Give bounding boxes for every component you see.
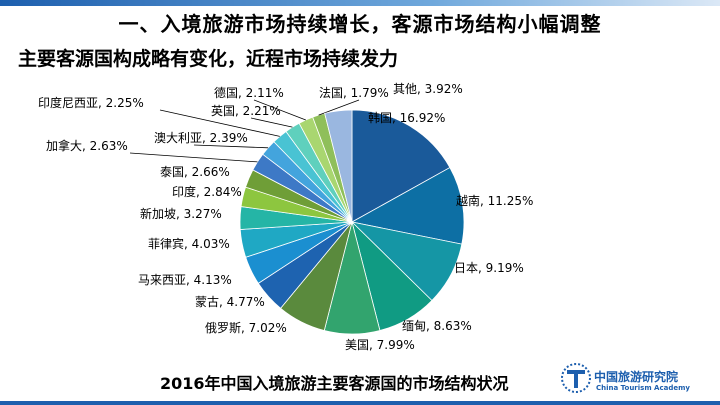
- slice-label-13: 加拿大, 2.63%: [46, 138, 128, 153]
- slice-label-8: 马来西亚, 4.13%: [138, 273, 232, 287]
- bottom-accent-bar: [0, 401, 720, 405]
- leader-line-13: [129, 152, 258, 163]
- leader-line-18: [318, 99, 360, 116]
- slice-label-12: 泰国, 2.66%: [160, 165, 230, 179]
- slice-label-14: 澳大利亚, 2.39%: [154, 131, 248, 145]
- slice-label-15: 印度尼西亚, 2.25%: [38, 95, 144, 110]
- slice-label-17: 德国, 2.11%: [214, 85, 284, 100]
- slice-label-10: 新加坡, 3.27%: [140, 206, 222, 221]
- slice-label-9: 菲律宾, 4.03%: [148, 236, 230, 251]
- slice-label-6: 俄罗斯, 7.02%: [205, 321, 287, 335]
- slide-subtitle: 主要客源国构成略有变化，近程市场持续发力: [18, 48, 399, 70]
- slice-label-11: 印度, 2.84%: [172, 184, 242, 199]
- slice-label-19: 其他, 3.92%: [393, 82, 463, 96]
- academy-logo-mark-icon: [561, 363, 591, 393]
- slice-label-5: 美国, 7.99%: [345, 338, 415, 352]
- slice-label-3: 日本, 9.19%: [454, 261, 524, 275]
- leader-line-14: [193, 144, 269, 149]
- leader-line-16: [250, 117, 293, 128]
- slice-label-16: 英国, 2.21%: [211, 104, 281, 118]
- academy-name-en: China Tourism Academy: [596, 384, 690, 392]
- top-accent-bar: [0, 0, 720, 6]
- pie-slice-1: [351, 109, 451, 223]
- academy-logo: 中国旅游研究院 China Tourism Academy: [560, 360, 718, 400]
- slice-label-4: 缅甸, 8.63%: [402, 319, 472, 333]
- leader-line-17: [253, 99, 306, 121]
- slice-label-18: 法国, 1.79%: [319, 86, 389, 100]
- pie-slice-2: [350, 167, 465, 245]
- academy-name-cn: 中国旅游研究院: [594, 370, 679, 384]
- slice-label-1: 韩国, 16.92%: [368, 110, 445, 125]
- slice-label-7: 蒙古, 4.77%: [195, 294, 265, 309]
- chart-caption: 2016年中国入境旅游主要客源国的市场结构状况: [160, 374, 509, 393]
- slide-title: 一、入境旅游市场持续增长，客源市场结构小幅调整: [118, 12, 602, 36]
- pie-slice-19: [324, 109, 353, 223]
- slice-label-2: 越南, 11.25%: [456, 193, 533, 208]
- leader-line-15: [159, 109, 280, 137]
